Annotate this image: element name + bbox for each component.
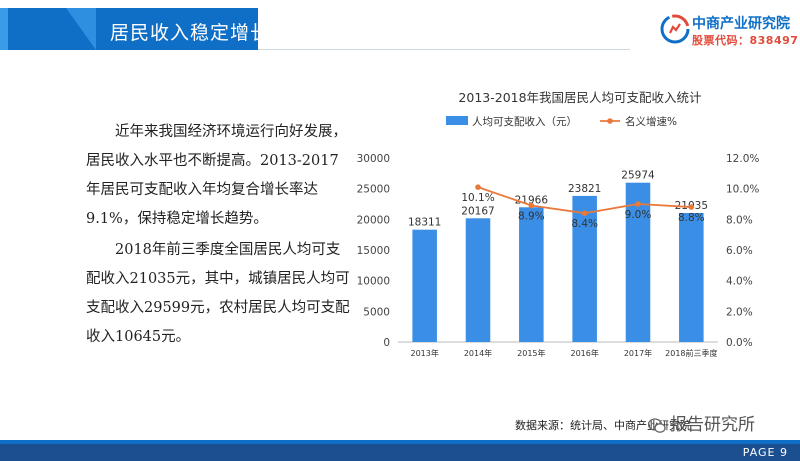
y-right-tick-label: 4.0% — [726, 276, 753, 288]
y-left-tick-label: 10000 — [357, 276, 390, 288]
legend-line-marker — [607, 118, 613, 124]
data-source: 数据来源：统计局、中商产业研究院 — [515, 419, 691, 432]
y-right-tick-label: 2.0% — [726, 306, 753, 318]
y-right-tick-label: 10.0% — [726, 184, 759, 196]
company-logo: 中商产业研究院 股票代码：838497 — [660, 10, 799, 50]
line-value-label: 8.4% — [571, 218, 598, 230]
x-tick-label: 2017年 — [624, 348, 652, 358]
logo-stock-code: 股票代码：838497 — [692, 34, 799, 47]
page-number: PAGE 9 — [742, 446, 788, 459]
bar — [572, 195, 597, 342]
line-value-label: 8.9% — [518, 211, 545, 223]
y-right-tick-label: 0.0% — [726, 337, 753, 349]
line-point — [688, 204, 695, 210]
body-paragraph-2: 2018年前三季度全国居民人均可支配收入21035元，其中，城镇居民人均可支配收… — [86, 242, 350, 345]
wechat-label: 报告研究所 — [670, 415, 755, 435]
chart-axes: 0 5000 10000 15000 20000 25000 30000 0.0% 2.0% 4.… — [357, 153, 760, 358]
bar-value-label: 23821 — [568, 183, 601, 195]
title-divider — [258, 49, 630, 50]
y-left-tick-label: 25000 — [357, 184, 390, 196]
line-point — [475, 184, 481, 190]
title-accent — [0, 8, 8, 50]
line-point — [581, 210, 588, 216]
bar-value-label: 25974 — [621, 170, 655, 182]
bar — [519, 207, 544, 342]
wechat-watermark: 报告研究所 — [648, 410, 755, 435]
footer-stripe — [0, 440, 800, 444]
y-left-tick-label: 0 — [383, 337, 390, 349]
bar — [465, 218, 491, 342]
bar-value-label: 18311 — [408, 217, 441, 229]
line-point — [635, 201, 641, 207]
legend-bar-swatch — [446, 116, 468, 125]
line-point — [528, 202, 535, 209]
title-banner — [0, 8, 258, 50]
bar — [679, 212, 704, 342]
footer-bar — [0, 444, 800, 461]
bar-series: 183112016721966238212597421035 — [408, 170, 708, 342]
legend-line-label: 名义增速% — [625, 115, 677, 128]
line-value-label: 10.1% — [461, 192, 494, 204]
chart-title: 2013-2018年我国居民人均可支配收入统计 — [458, 90, 701, 105]
x-tick-label: 2018前三季度 — [665, 348, 717, 358]
logo-icon — [660, 14, 690, 44]
income-chart: 2013-2018年我国居民人均可支配收入统计 人均可支配收入（元） 名义增速% … — [357, 90, 760, 358]
x-tick-label: 2014年 — [464, 348, 492, 358]
body-paragraph-1: 近年来我国经济环境运行向好发展，居民收入水平也不断提高。2013-2017年居民… — [86, 124, 347, 227]
y-left-tick-label: 30000 — [357, 153, 390, 165]
line-value-label: 8.8% — [678, 212, 705, 224]
logo-name: 中商产业研究院 — [692, 16, 790, 32]
x-tick-label: 2015年 — [517, 348, 545, 358]
x-tick-label: 2016年 — [570, 348, 598, 358]
line-series: 10.1% 8.9% 8.4% 9.0% 8.8% — [461, 184, 705, 230]
y-left-tick-label: 15000 — [357, 245, 390, 257]
wechat-icon — [648, 417, 666, 433]
bar — [625, 182, 651, 342]
y-left-tick-label: 5000 — [363, 306, 390, 318]
x-tick-label: 2013年 — [410, 348, 438, 358]
legend-bar-label: 人均可支配收入（元） — [472, 115, 577, 128]
bar-value-label: 20167 — [461, 205, 494, 217]
line-value-label: 9.0% — [625, 209, 652, 221]
chart-legend: 人均可支配收入（元） 名义增速% — [446, 115, 677, 128]
y-right-tick-label: 12.0% — [726, 153, 759, 165]
y-right-tick-label: 6.0% — [726, 245, 753, 257]
bar — [412, 229, 437, 342]
y-left-tick-label: 20000 — [357, 214, 390, 226]
y-right-tick-label: 8.0% — [726, 214, 753, 226]
page-title: 居民收入稳定增长 — [110, 22, 271, 44]
title-slant-decoration — [66, 8, 96, 50]
